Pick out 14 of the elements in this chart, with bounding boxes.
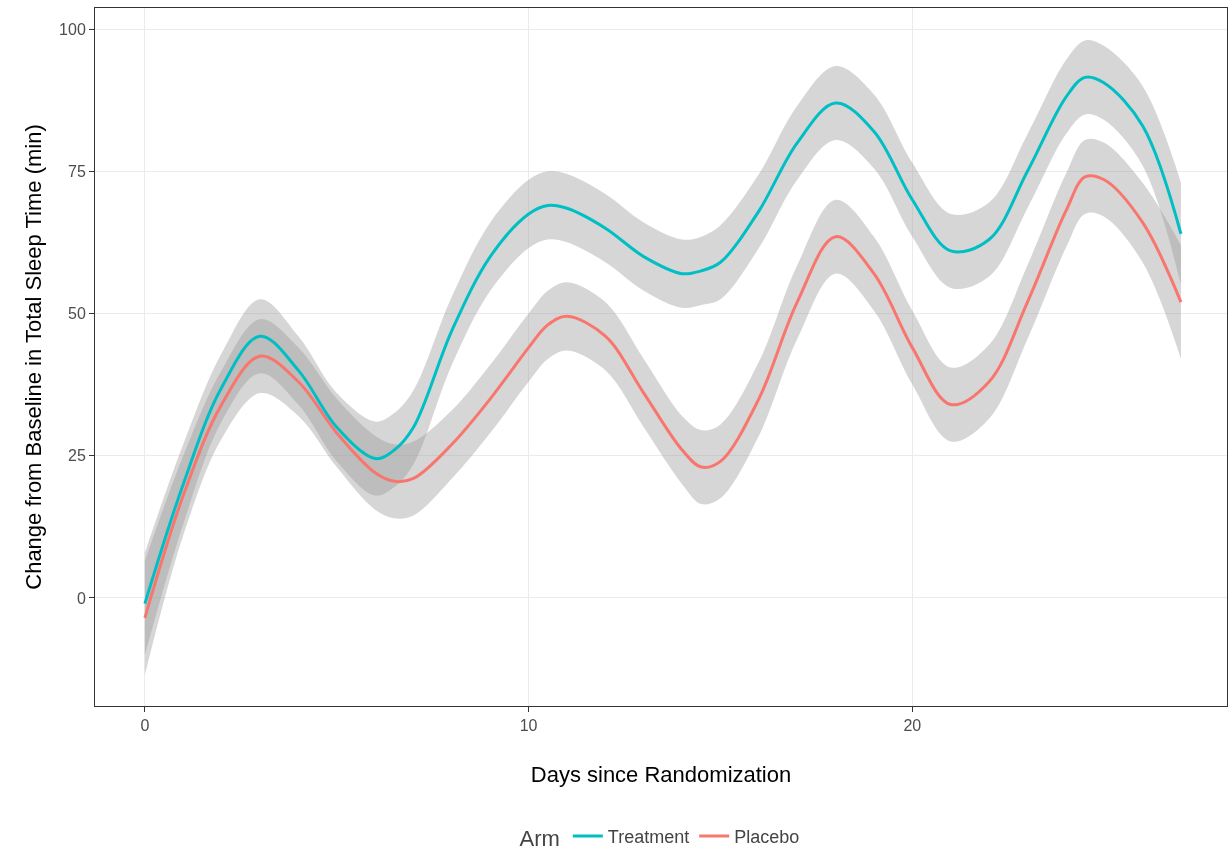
x-tick-label: 0 [140,717,150,735]
y-axis-title: Change from Baseline in Total Sleep Time (min) [21,124,46,590]
legend-label: Treatment [607,826,690,847]
legend-title: Arm [519,826,560,852]
x-axis-title: Days since Randomization [530,762,792,787]
x-tick-label: 20 [903,717,922,735]
legend-label: Placebo [734,826,800,847]
line-series [143,174,1183,620]
y-tick-label: 75 [68,162,86,180]
y-tick-label: 25 [68,447,86,465]
x-tick-label: 10 [519,717,538,735]
y-tick-label: 50 [68,305,86,323]
y-tick-label: 100 [59,20,86,38]
y-tick-label: 0 [76,589,86,607]
